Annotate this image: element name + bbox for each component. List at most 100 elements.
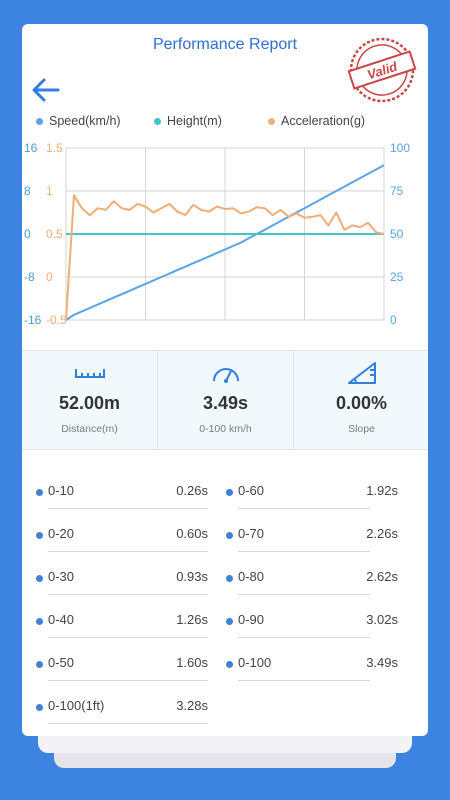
card-stack-middle <box>38 735 412 753</box>
interval-label: 0-40 <box>48 612 75 627</box>
legend-dot-acceleration <box>268 117 275 125</box>
tick-label-height: -8 <box>24 270 35 284</box>
bullet-dot <box>36 618 43 625</box>
chart-legend: Speed(km/h) Height(m) Acceleration(g) <box>22 112 428 132</box>
tick-label-acceleration: 0.5 <box>46 227 63 241</box>
zero-to-hundred-label: 0-100 km/h <box>199 423 252 435</box>
distance-value: 52.00m <box>58 393 121 413</box>
speedometer-icon <box>213 368 239 383</box>
distance-label: Distance(m) <box>61 423 118 435</box>
row-divider <box>48 637 208 638</box>
legend-item-speed[interactable]: Speed(km/h) <box>36 114 121 128</box>
row-divider <box>238 637 370 638</box>
ruler-icon <box>75 369 105 378</box>
interval-time: 1.26s <box>176 612 208 627</box>
tick-label-height: 8 <box>24 184 31 198</box>
interval-time: 1.92s <box>366 483 398 498</box>
page-title: Performance Report <box>152 36 298 53</box>
card-stack-back <box>54 750 396 768</box>
row-divider <box>238 594 370 595</box>
interval-row: 0-10 0.26s <box>36 481 208 509</box>
tick-label-speed: 25 <box>390 270 404 284</box>
stat-zero-to-hundred: 3.49s 0-100 km/h <box>158 351 293 449</box>
legend-label-acceleration: Acceleration(g) <box>281 114 366 128</box>
stats-panel: 52.00m Distance(m) 3.49s 0-100 km/h 0.00… <box>22 350 428 450</box>
interval-time: 3.28s <box>176 698 208 713</box>
legend-label-height: Height(m) <box>167 114 222 128</box>
row-divider <box>238 551 370 552</box>
interval-label: 0-60 <box>238 483 265 498</box>
interval-label: 0-10 <box>48 483 75 498</box>
legend-label-speed: Speed(km/h) <box>49 114 121 128</box>
interval-row: 0-70 2.26s <box>226 524 398 552</box>
interval-time: 2.62s <box>366 569 398 584</box>
slope-icon <box>348 362 376 384</box>
interval-row: 0-60 1.92s <box>226 481 398 509</box>
interval-row: 0-100(1ft) 3.28s <box>36 696 208 724</box>
interval-time: 3.02s <box>366 612 398 627</box>
interval-row: 0-40 1.26s <box>36 610 208 638</box>
interval-time: 3.49s <box>366 655 398 670</box>
tick-label-acceleration: -0.5 <box>46 313 67 327</box>
tick-label-speed: 100 <box>390 141 410 155</box>
bullet-dot <box>36 489 43 496</box>
interval-time: 1.60s <box>176 655 208 670</box>
row-divider <box>48 594 208 595</box>
performance-chart: 16 8 0 -8 -16 1.5 1 0.5 0 -0.5 100 75 50 25 0 <box>24 141 410 327</box>
bullet-dot <box>226 661 233 668</box>
interval-label: 0-90 <box>238 612 265 627</box>
interval-row: 0-100 3.49s <box>226 653 398 681</box>
interval-label: 0-70 <box>238 526 265 541</box>
bullet-dot <box>36 532 43 539</box>
valid-stamp-icon: Valid <box>347 37 417 103</box>
bullet-dot <box>36 704 43 711</box>
legend-dot-speed <box>36 117 43 125</box>
interval-time: 0.60s <box>176 526 208 541</box>
stat-distance: 52.00m Distance(m) <box>22 351 157 449</box>
legend-item-acceleration[interactable]: Acceleration(g) <box>268 114 365 128</box>
row-divider <box>48 680 208 681</box>
interval-label: 0-100 <box>238 655 272 670</box>
tick-label-acceleration: 1 <box>46 184 53 198</box>
bullet-dot <box>36 661 43 668</box>
interval-row: 0-50 1.60s <box>36 653 208 681</box>
interval-row: 0-80 2.62s <box>226 567 398 595</box>
interval-time: 0.93s <box>176 569 208 584</box>
tick-label-height: -16 <box>24 313 42 327</box>
tick-label-height: 16 <box>24 141 38 155</box>
interval-time: 2.26s <box>366 526 398 541</box>
zero-to-hundred-value: 3.49s <box>202 393 249 413</box>
bullet-dot <box>226 618 233 625</box>
row-divider <box>238 680 370 681</box>
stat-divider <box>157 351 158 449</box>
row-divider <box>238 508 370 509</box>
tick-label-height: 0 <box>24 227 31 241</box>
bullet-dot <box>226 575 233 582</box>
legend-item-height[interactable]: Height(m) <box>154 114 222 128</box>
tick-label-acceleration: 1.5 <box>46 141 63 155</box>
series-line-speed <box>65 164 385 321</box>
slope-value: 0.00% <box>335 393 388 413</box>
tick-label-speed: 50 <box>390 227 404 241</box>
interval-row: 0-90 3.02s <box>226 610 398 638</box>
interval-row: 0-20 0.60s <box>36 524 208 552</box>
interval-label: 0-100(1ft) <box>48 698 105 713</box>
tick-label-speed: 0 <box>390 313 397 327</box>
bullet-dot <box>226 532 233 539</box>
slope-label: Slope <box>348 423 375 435</box>
interval-label: 0-80 <box>238 569 265 584</box>
row-divider <box>48 723 208 724</box>
stat-slope: 0.00% Slope <box>294 351 428 449</box>
interval-label: 0-20 <box>48 526 75 541</box>
tick-label-speed: 75 <box>390 184 404 198</box>
interval-label: 0-30 <box>48 569 75 584</box>
back-arrow-icon[interactable] <box>30 76 62 104</box>
series-line-acceleration <box>65 194 385 321</box>
bullet-dot <box>226 489 233 496</box>
tick-label-acceleration: 0 <box>46 270 53 284</box>
legend-dot-height <box>154 117 161 125</box>
interval-label: 0-50 <box>48 655 75 670</box>
interval-row: 0-30 0.93s <box>36 567 208 595</box>
report-card: Performance Report Valid Speed(km/h) Hei… <box>22 24 428 736</box>
stat-divider <box>293 351 294 449</box>
